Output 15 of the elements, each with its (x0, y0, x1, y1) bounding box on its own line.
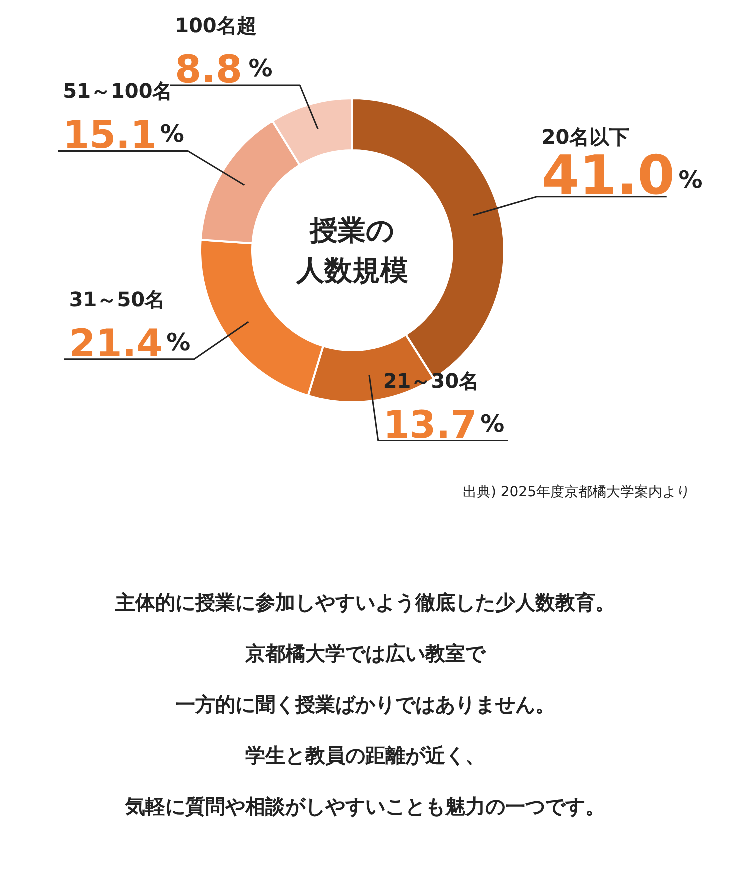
data-label: 21.4% (69, 321, 191, 366)
slice-label: 100名超 (175, 14, 257, 38)
text: 授業の人数規模 (296, 214, 408, 287)
text: 学生と教員の距離が近く、 (246, 744, 486, 768)
text: 京都橘大学では広い教室で (244, 642, 486, 666)
data-label: 13.7% (383, 402, 505, 447)
source-note: 出典) 2025年度京都橘大学案内より (462, 484, 691, 500)
text: 気軽に質問や相談がしやすいことも魅力の一つです。 (124, 794, 606, 818)
text: 主体的に授業に参加しやすいよう徹底した少人数教育。 (114, 590, 616, 614)
data-label: 8.8% (175, 48, 273, 92)
text: 一方的に聞く授業ばかりではありません。 (176, 692, 556, 716)
slice-label: 51～100名 (63, 79, 173, 104)
data-label: 15.1% (63, 113, 184, 158)
slice-label: 31～50名 (69, 287, 166, 312)
slice-label: 21～30名 (383, 368, 480, 393)
